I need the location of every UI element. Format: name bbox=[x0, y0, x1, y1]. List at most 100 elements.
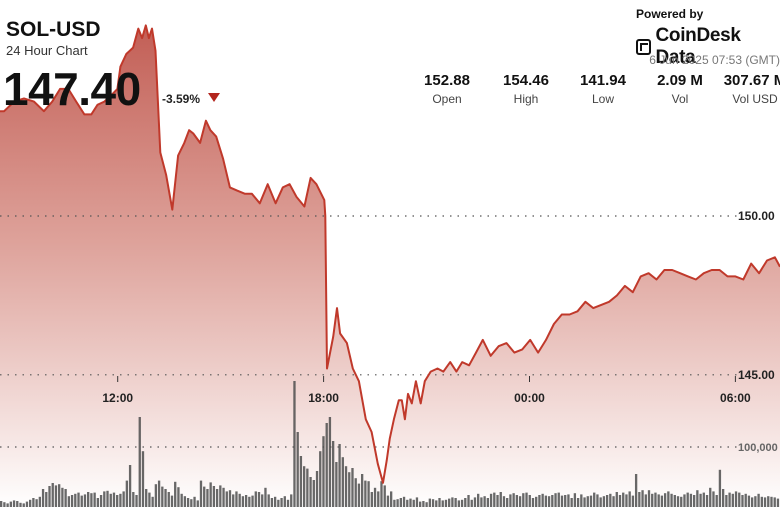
volume-bar bbox=[219, 485, 222, 507]
volume-bar bbox=[64, 489, 67, 507]
volume-bar bbox=[261, 494, 264, 507]
volume-bar bbox=[16, 501, 19, 507]
volume-bar bbox=[283, 496, 286, 507]
volume-bar bbox=[19, 502, 22, 507]
volume-bar bbox=[731, 493, 734, 507]
volume-bar bbox=[35, 499, 38, 507]
volume-bar bbox=[628, 491, 631, 507]
volume-bar bbox=[383, 485, 386, 507]
volume-bar bbox=[586, 496, 589, 507]
volume-bar bbox=[580, 494, 583, 507]
volume-bar bbox=[493, 492, 496, 507]
price-change: -3.59% bbox=[162, 92, 201, 106]
volume-bar bbox=[522, 493, 525, 507]
volume-bar bbox=[692, 495, 696, 507]
volume-bar bbox=[341, 457, 344, 507]
y-tick-label: 145.00 bbox=[738, 368, 775, 382]
stat-value: 152.88 bbox=[424, 72, 470, 89]
stat-value: 307.67 M bbox=[723, 72, 780, 89]
volume-bar bbox=[680, 496, 683, 507]
volume-bar bbox=[699, 493, 702, 507]
volume-bar bbox=[74, 493, 77, 507]
volume-bar bbox=[422, 501, 425, 507]
volume-bar bbox=[673, 495, 676, 507]
volume-bar bbox=[99, 495, 103, 507]
stat-value: 2.09 M bbox=[657, 72, 703, 89]
x-tick-label: 18:00 bbox=[308, 391, 339, 405]
volume-bar bbox=[377, 491, 380, 507]
volume-bar bbox=[502, 496, 506, 507]
volume-bar bbox=[467, 495, 470, 507]
volume-bar bbox=[551, 495, 554, 507]
volume-bar bbox=[605, 495, 609, 507]
volume-bar bbox=[715, 495, 718, 507]
volume-bar bbox=[222, 487, 225, 507]
volume-bar bbox=[177, 487, 180, 507]
volume-bar bbox=[702, 492, 705, 507]
stat-label: Low bbox=[591, 92, 614, 106]
volume-bar bbox=[644, 494, 647, 507]
stat-value: 141.94 bbox=[580, 72, 626, 89]
volume-bar bbox=[744, 493, 747, 507]
volume-bar bbox=[209, 482, 212, 507]
volume-bar bbox=[554, 493, 557, 507]
volume-bar bbox=[473, 497, 477, 507]
x-axis: 12:00 18:00 00:00 06:00 bbox=[102, 376, 751, 405]
volume-bar bbox=[112, 492, 116, 507]
volume-bar bbox=[593, 492, 596, 507]
volume-bar bbox=[512, 493, 515, 507]
volume-bar bbox=[90, 493, 93, 507]
volume-bar bbox=[760, 496, 763, 507]
volume-bar bbox=[438, 498, 441, 507]
volume-bar bbox=[386, 495, 390, 507]
coindesk-logo-icon bbox=[636, 39, 652, 55]
current-price: 147.40 bbox=[3, 63, 141, 115]
volume-bar bbox=[670, 493, 673, 507]
volume-bar bbox=[393, 499, 396, 507]
volume-bar bbox=[483, 496, 486, 507]
volume-bar bbox=[322, 436, 325, 507]
volume-bar bbox=[357, 483, 361, 507]
volume-bar bbox=[663, 493, 667, 507]
price-line bbox=[0, 24, 780, 484]
y-axis: 150.00 145.00 100,000 bbox=[738, 209, 778, 454]
volume-bar bbox=[451, 497, 454, 507]
volume-bar bbox=[103, 491, 106, 507]
volume-bar bbox=[464, 498, 467, 507]
volume-bar bbox=[315, 471, 319, 507]
volume-bar bbox=[70, 495, 74, 507]
volume-bar bbox=[338, 444, 341, 507]
stat-label: Vol USD bbox=[732, 92, 778, 106]
volume-bar bbox=[58, 484, 61, 507]
volume-bar bbox=[412, 499, 415, 507]
volume-bar bbox=[174, 481, 177, 507]
volume-bar bbox=[109, 493, 112, 507]
volume-bar bbox=[190, 499, 193, 507]
volume-bar bbox=[596, 494, 599, 507]
volume-bar bbox=[61, 487, 64, 507]
stat-label: Open bbox=[432, 92, 462, 106]
volume-bar bbox=[206, 489, 209, 507]
volume-bar bbox=[45, 492, 48, 507]
volume-bar bbox=[696, 490, 699, 507]
volume-bar bbox=[615, 492, 618, 507]
volume-bar bbox=[257, 492, 261, 507]
volume-bar bbox=[734, 491, 738, 507]
volume-bar bbox=[138, 417, 141, 507]
volume-bar bbox=[299, 456, 303, 507]
volume-bar bbox=[29, 499, 32, 507]
volume-bar bbox=[331, 441, 335, 507]
volume-bar bbox=[164, 489, 167, 507]
volume-bar bbox=[193, 496, 196, 507]
volume-bar bbox=[367, 481, 370, 507]
volume-bar bbox=[425, 502, 428, 507]
volume-bar bbox=[396, 499, 399, 507]
volume-bar bbox=[128, 465, 132, 507]
volume-bar bbox=[296, 432, 299, 507]
volume-bar bbox=[328, 417, 332, 507]
volume-bar bbox=[370, 492, 373, 507]
volume-bar bbox=[654, 492, 657, 507]
volume-bar bbox=[409, 498, 412, 507]
volume-bar bbox=[306, 468, 309, 507]
